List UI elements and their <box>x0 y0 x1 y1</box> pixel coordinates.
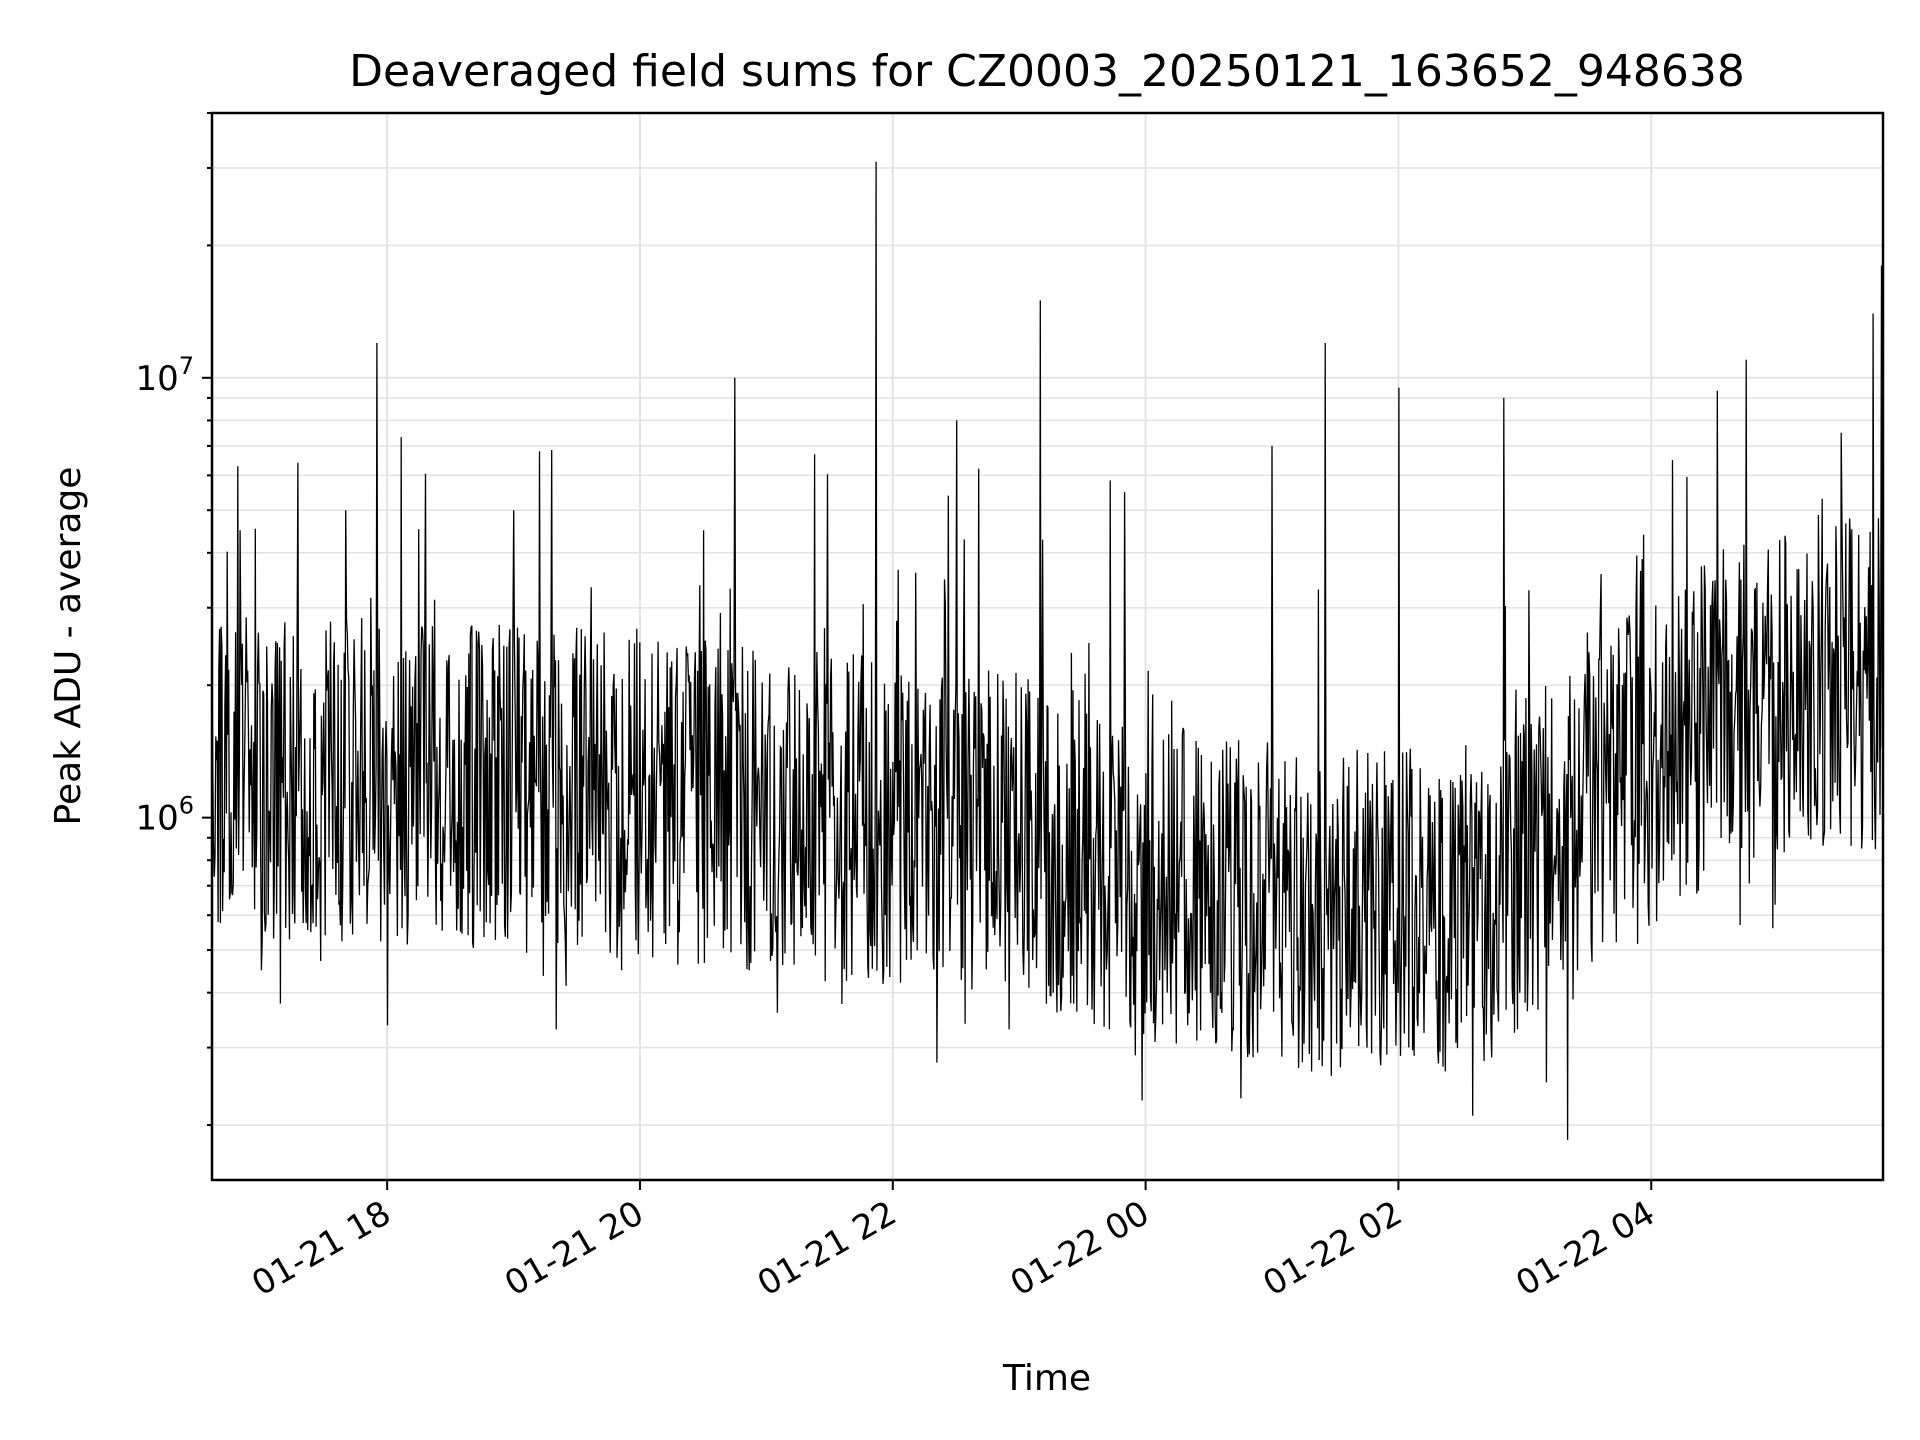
y-tick-label: 106 <box>135 792 194 839</box>
x-tick-label: 01-21 20 <box>498 1193 650 1304</box>
chart-title: Deaveraged field sums for CZ0003_2025012… <box>349 46 1745 97</box>
y-tick-label: 107 <box>135 352 194 399</box>
data-series <box>211 161 1884 1140</box>
x-tick-label: 01-22 02 <box>1257 1193 1409 1304</box>
x-tick-label: 01-22 00 <box>1004 1193 1156 1304</box>
x-tick-label: 01-21 18 <box>245 1193 397 1304</box>
plot-area-frame <box>210 111 1885 1182</box>
y-axis-label: Peak ADU - average <box>48 467 89 826</box>
x-axis-label: Time <box>1002 1358 1091 1399</box>
x-tick-label: 01-21 22 <box>751 1193 903 1304</box>
grid-lines <box>212 112 1883 1180</box>
x-tick-label: 01-22 04 <box>1509 1193 1661 1304</box>
series-line <box>211 161 1884 1140</box>
